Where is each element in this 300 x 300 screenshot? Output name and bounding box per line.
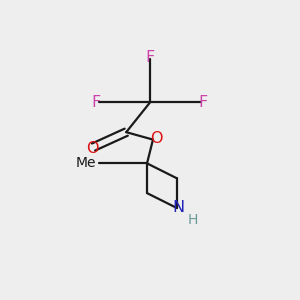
Text: F: F xyxy=(146,50,154,65)
Text: F: F xyxy=(92,95,101,110)
Text: O: O xyxy=(150,130,162,146)
Text: N: N xyxy=(172,200,184,215)
Text: Me: Me xyxy=(76,156,97,170)
Text: F: F xyxy=(199,95,208,110)
Text: H: H xyxy=(188,213,198,227)
Text: O: O xyxy=(86,141,98,156)
